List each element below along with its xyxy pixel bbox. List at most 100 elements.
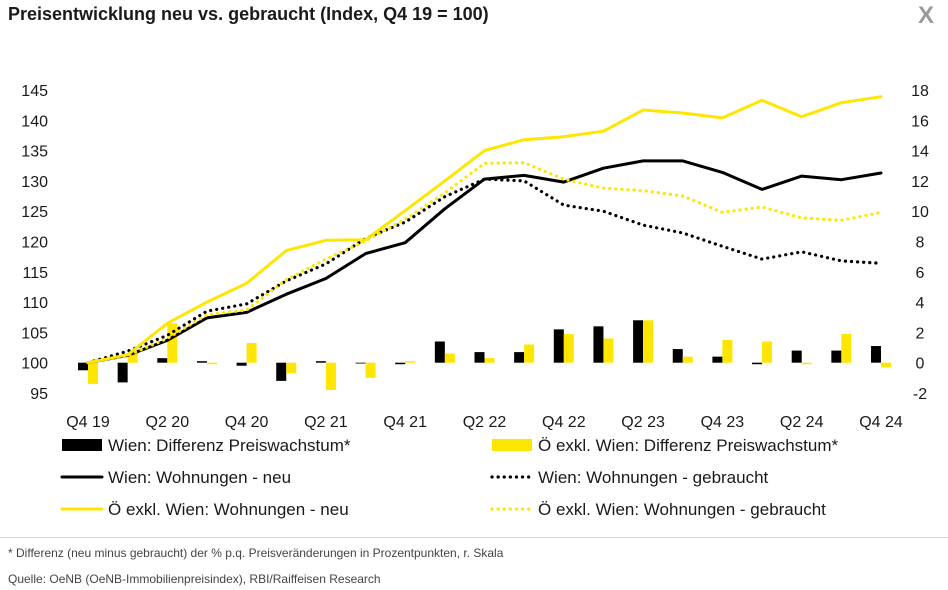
y-right-tick-label: 8 [916,235,925,252]
legend-label: Wien: Differenz Preiswachstum* [108,436,351,455]
bar [395,362,406,365]
bar [355,362,366,364]
bar [405,361,416,363]
y-right-tick-label: 12 [911,174,929,191]
x-tick-label: Q4 23 [701,414,745,431]
legend-label: Wien: Wohnungen - neu [108,468,291,487]
y-right-tick-label: -2 [913,386,927,403]
bar [315,361,326,363]
source-note: Quelle: OeNB (OeNB-Immobilienpreisindex)… [8,572,381,586]
series-line [86,161,883,365]
y-left-tick-label: 105 [21,325,48,342]
legend-item: Ö exkl. Wien: Wohnungen - gebraucht [490,500,826,519]
chart-title: Preisentwicklung neu vs. gebraucht (Inde… [8,4,489,24]
bar [682,356,693,363]
bar [791,350,802,363]
bar [286,362,297,374]
bar [78,362,88,371]
bar [762,341,773,363]
bar [246,343,257,363]
x-tick-label: Q4 20 [225,414,269,431]
bar-series [78,320,881,383]
bar [325,362,336,390]
y-right-tick-label: 2 [916,325,925,342]
x-tick-label: Q4 24 [859,414,903,431]
legend-label: Wien: Wohnungen - gebraucht [538,468,769,487]
legend-item: Wien: Wohnungen - gebraucht [490,468,769,487]
y-right-tick-label: 14 [911,144,929,161]
y-left-tick-label: 125 [21,204,48,221]
legend-item: Ö exkl. Wien: Differenz Preiswachstum* [492,436,838,455]
legend-item: Wien: Differenz Preiswachstum* [62,436,351,455]
y-left-tick-label: 145 [21,83,48,100]
close-button[interactable]: X [917,2,934,29]
y-left-tick-label: 135 [21,144,48,161]
bar [524,344,535,363]
bar [603,338,614,363]
y-left-tick-label: 110 [22,295,48,312]
legend-swatch [492,439,532,451]
legend-label: Ö exkl. Wien: Wohnungen - neu [108,500,349,519]
legend-item: Wien: Wohnungen - neu [60,468,291,487]
footer-divider [0,537,948,538]
x-tick-label: Q4 22 [542,414,586,431]
x-tick-label: Q2 21 [304,414,348,431]
y-left-tick-label: 130 [21,174,48,191]
bar [633,320,644,363]
bar [236,362,247,366]
bar [276,362,287,381]
bar [841,333,852,363]
bar [712,356,723,363]
bar [752,362,763,365]
bar [722,339,733,363]
y-right-tick-label: 4 [916,295,925,312]
bar [801,362,812,365]
bar [196,361,207,363]
x-tick-label: Q4 21 [383,414,427,431]
footnote: * Differenz (neu minus gebraucht) der % … [8,546,504,560]
series-line [86,159,883,365]
series-line [86,95,883,365]
bar [365,362,376,378]
y-right-tick-label: 18 [911,83,929,100]
bar [643,320,654,363]
bar [157,358,168,363]
bar [484,358,495,363]
legend-item: Ö exkl. Wien: Wohnungen - neu [60,500,349,519]
legend-swatch [62,439,102,451]
y-right-tick-label: 0 [916,356,925,373]
x-tick-label: Q2 20 [146,414,190,431]
legend-label: Ö exkl. Wien: Differenz Preiswachstum* [538,436,838,455]
legend-label: Ö exkl. Wien: Wohnungen - gebraucht [538,500,826,519]
bar [444,353,455,363]
bar [434,341,445,363]
bar [881,362,891,368]
bar [206,362,217,365]
bar [871,346,881,363]
bar-series [88,320,891,390]
chart: 95 100 105 110 115 120 125 130 135 140 145 -2 0 2 4 6 8 1… [21,83,929,519]
bar [167,323,178,363]
y-left-tick-label: 100 [21,356,48,373]
y-left-tick-label: 120 [21,235,48,252]
x-tick-label: Q4 19 [66,414,110,431]
bar [563,333,574,363]
bar [553,329,564,363]
bar [672,349,683,363]
y-left-tick-label: 115 [22,265,48,282]
bar [117,362,128,383]
bar [831,350,842,363]
bar [88,362,98,384]
bar [127,353,138,363]
bar [474,352,485,363]
y-left-tick-label: 95 [30,386,48,403]
series-line [86,177,883,365]
y-right-tick-label: 16 [911,113,929,130]
bar [514,352,525,363]
x-tick-label: Q2 23 [621,414,665,431]
y-right-tick-label: 6 [916,265,925,282]
bar [593,326,604,363]
x-tick-label: Q2 22 [463,414,507,431]
y-right-tick-label: 10 [911,204,929,221]
x-tick-label: Q2 24 [780,414,824,431]
